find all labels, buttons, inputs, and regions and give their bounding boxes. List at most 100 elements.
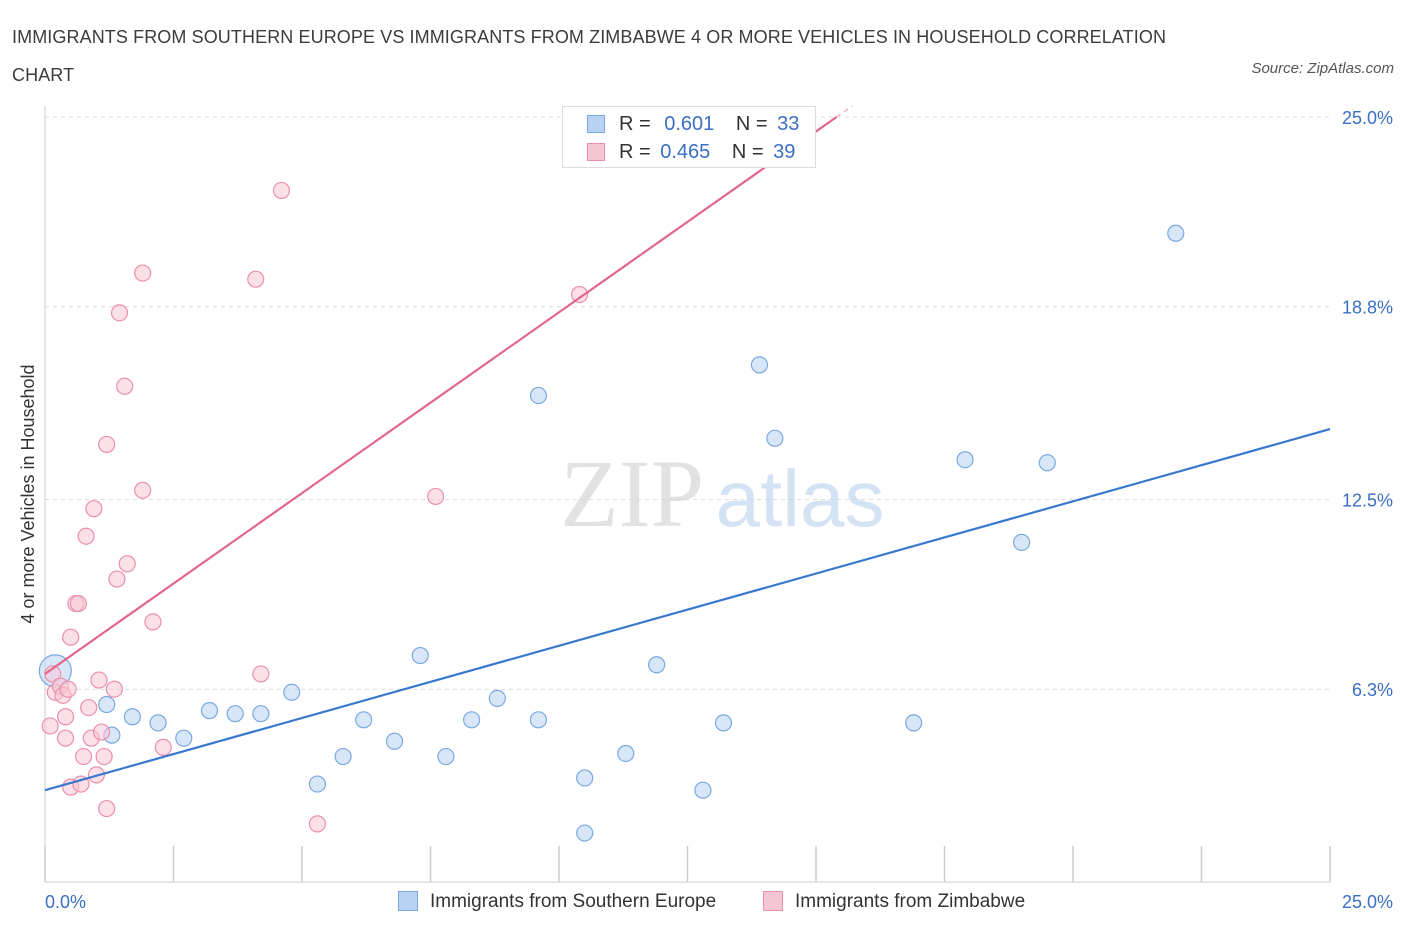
point-southern-europe bbox=[750, 356, 769, 374]
point-zimbabwe bbox=[98, 799, 116, 818]
point-zimbabwe bbox=[427, 487, 445, 506]
point-zimbabwe bbox=[247, 270, 265, 288]
legend-n-label: N = bbox=[731, 141, 764, 163]
bottom-legend-zimbabwe: Immigrants from Zimbabwe bbox=[763, 890, 1025, 914]
legend-r-label: R = bbox=[619, 113, 651, 135]
point-zimbabwe bbox=[105, 680, 123, 698]
point-zimbabwe bbox=[144, 613, 162, 631]
watermark-zip: ZIP bbox=[560, 440, 704, 547]
point-southern-europe bbox=[175, 729, 193, 747]
point-southern-europe bbox=[648, 656, 666, 674]
y-tick-label: 12.5% bbox=[1342, 491, 1393, 511]
point-southern-europe bbox=[694, 781, 712, 799]
point-southern-europe bbox=[252, 705, 270, 723]
chart-title: IMMIGRANTS FROM SOUTHERN EUROPE VS IMMIG… bbox=[12, 27, 1167, 85]
point-southern-europe bbox=[956, 451, 974, 469]
point-southern-europe bbox=[226, 705, 244, 723]
point-southern-europe bbox=[355, 711, 373, 729]
point-zimbabwe bbox=[74, 747, 93, 766]
point-southern-europe bbox=[714, 714, 733, 732]
point-southern-europe bbox=[766, 429, 784, 447]
legend-row-zimbabwe: R = 0.465 N = 39 bbox=[587, 140, 795, 164]
legend-n-value-2: 39 bbox=[773, 141, 796, 163]
point-zimbabwe bbox=[272, 181, 291, 200]
watermark-atlas: atlas bbox=[716, 454, 885, 543]
point-zimbabwe bbox=[110, 304, 129, 322]
correlation-legend: R = 0.601 N = 33 R = 0.465 N = 39 bbox=[562, 106, 816, 168]
point-zimbabwe bbox=[69, 594, 88, 613]
point-zimbabwe bbox=[62, 628, 80, 646]
point-southern-europe bbox=[200, 702, 219, 720]
legend-n-label: N = bbox=[735, 113, 768, 135]
point-zimbabwe bbox=[308, 815, 327, 833]
point-zimbabwe bbox=[108, 570, 126, 588]
point-zimbabwe bbox=[118, 555, 136, 573]
trend-line-zimbabwe-extension bbox=[836, 105, 853, 118]
legend-r-label: R = bbox=[619, 141, 651, 163]
point-southern-europe bbox=[283, 683, 301, 701]
point-southern-europe bbox=[411, 646, 429, 665]
legend-swatch-blue bbox=[587, 115, 605, 133]
point-zimbabwe bbox=[85, 500, 103, 518]
bottom-legend-southern-europe: Immigrants from Southern Europe bbox=[398, 890, 716, 914]
point-zimbabwe bbox=[90, 671, 108, 689]
point-zimbabwe bbox=[98, 435, 116, 454]
trend-line-southern-europe bbox=[44, 428, 1331, 792]
point-southern-europe bbox=[385, 732, 404, 750]
point-zimbabwe bbox=[570, 285, 589, 304]
x-tick-label-max: 25.0% bbox=[1342, 892, 1393, 912]
point-southern-europe bbox=[463, 711, 481, 729]
x-tick-label-min: 0.0% bbox=[45, 892, 86, 912]
bottom-legend-label-2: Immigrants from Zimbabwe bbox=[795, 891, 1026, 912]
legend-r-value-1: 0.601 bbox=[664, 113, 715, 135]
point-southern-europe bbox=[617, 744, 635, 763]
point-southern-europe bbox=[149, 714, 167, 732]
point-southern-europe bbox=[529, 711, 548, 729]
point-zimbabwe bbox=[116, 377, 134, 395]
point-southern-europe bbox=[576, 769, 594, 787]
point-zimbabwe bbox=[95, 747, 113, 766]
y-tick-label: 6.3% bbox=[1352, 680, 1393, 700]
trend-line-zimbabwe bbox=[44, 116, 838, 675]
point-zimbabwe bbox=[134, 264, 152, 282]
trend-lines bbox=[44, 105, 1331, 792]
point-zimbabwe bbox=[92, 723, 111, 741]
y-axis-label: 4 or more Vehicles in Household bbox=[18, 364, 38, 623]
point-zimbabwe bbox=[252, 665, 270, 683]
point-zimbabwe bbox=[44, 665, 62, 683]
point-southern-europe bbox=[437, 747, 455, 766]
point-southern-europe bbox=[334, 747, 352, 766]
gridlines bbox=[45, 116, 1330, 690]
y-tick-label: 18.8% bbox=[1342, 298, 1393, 318]
legend-r-value-2: 0.465 bbox=[660, 141, 711, 163]
point-zimbabwe bbox=[154, 738, 172, 756]
legend-row-southern-europe: R = 0.601 N = 33 bbox=[587, 112, 799, 136]
point-southern-europe bbox=[905, 714, 923, 732]
point-zimbabwe bbox=[41, 717, 59, 735]
bottom-legend-swatch-pink bbox=[763, 891, 783, 911]
point-southern-europe bbox=[1038, 454, 1056, 472]
point-zimbabwe bbox=[59, 680, 77, 698]
point-southern-europe bbox=[98, 695, 116, 714]
point-southern-europe bbox=[1167, 224, 1185, 242]
point-southern-europe bbox=[576, 824, 594, 842]
point-zimbabwe bbox=[134, 481, 152, 499]
legend-n-value-1: 33 bbox=[777, 113, 800, 135]
point-southern-europe bbox=[308, 775, 327, 793]
point-zimbabwe bbox=[56, 729, 75, 747]
point-southern-europe bbox=[488, 689, 506, 708]
source-label: Source: ZipAtlas.com bbox=[1251, 60, 1394, 77]
point-southern-europe bbox=[1012, 533, 1031, 551]
tick-labels: 6.3% 12.5% 18.8% 25.0% 0.0% 25.0% bbox=[45, 108, 1393, 912]
point-southern-europe bbox=[123, 708, 141, 726]
point-southern-europe bbox=[529, 386, 548, 405]
data-points bbox=[38, 181, 1185, 842]
axes bbox=[44, 106, 1331, 883]
point-zimbabwe bbox=[77, 527, 95, 545]
point-zimbabwe bbox=[80, 698, 98, 717]
bottom-legend-label-1: Immigrants from Southern Europe bbox=[430, 891, 717, 912]
bottom-legend-swatch-blue bbox=[398, 891, 418, 911]
y-tick-label: 25.0% bbox=[1342, 108, 1393, 128]
point-zimbabwe bbox=[56, 708, 75, 726]
